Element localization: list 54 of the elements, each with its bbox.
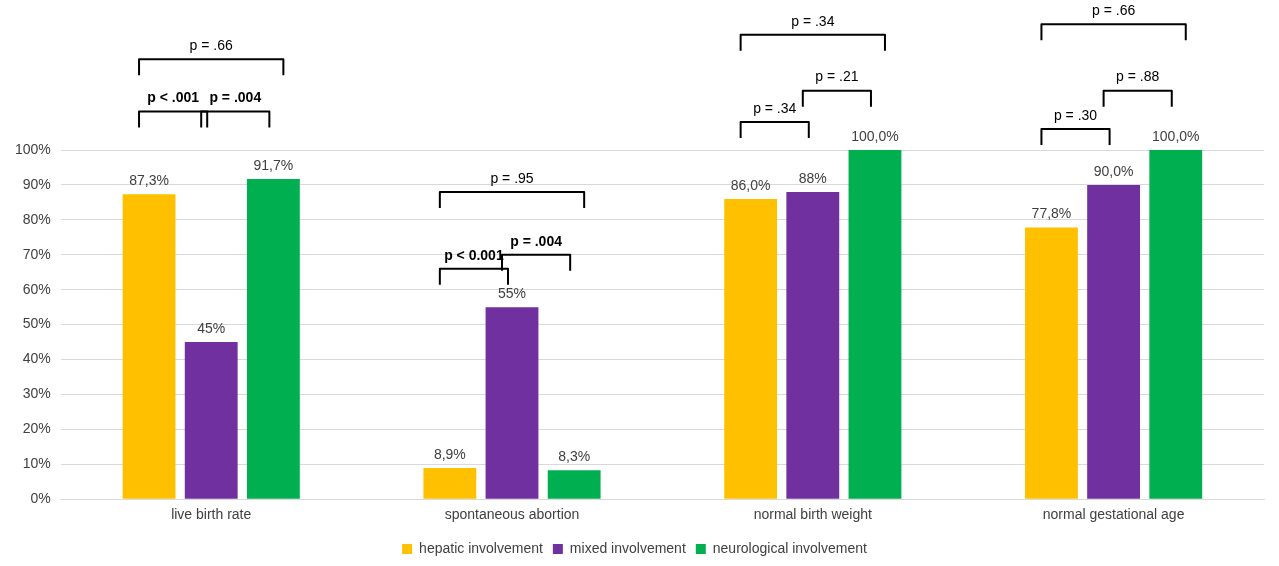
text: p = .34 [791, 12, 835, 29]
data-label: 8,9% [433, 445, 466, 462]
bar [246, 178, 300, 499]
y-tick-label: 80% [22, 210, 51, 227]
data-label: 87,3% [129, 172, 169, 189]
text: p = .66 [189, 37, 234, 54]
data-label: 45% [197, 319, 226, 336]
data-label: 8,3% [558, 448, 591, 465]
text: p = .21 [815, 68, 859, 85]
data-label: 55% [497, 285, 527, 301]
bar [184, 342, 238, 499]
legend-label: hepatic involvement [419, 539, 543, 556]
data-label: 88% [798, 169, 827, 186]
y-tick-label: 50% [22, 315, 51, 332]
y-tick-label: 20% [22, 420, 51, 437]
y-tick-label: 0% [30, 490, 51, 507]
data-label: 86,0% [730, 176, 771, 193]
bar [1087, 184, 1141, 499]
annotation: p < 0.001 [444, 246, 504, 263]
legend-label: neurological involvement [712, 539, 867, 556]
data-label: 90,0% [1093, 162, 1134, 179]
bar [423, 468, 477, 499]
bar [1149, 150, 1203, 499]
text: p = .88 [1116, 68, 1160, 85]
x-tick-label: spontaneous abortion [444, 506, 580, 523]
y-tick-label: 70% [22, 245, 51, 262]
data-label: 100,0% [851, 127, 899, 144]
bar [547, 470, 601, 499]
annotation: p = .95 [490, 169, 534, 186]
text: p = .66 [1092, 2, 1136, 19]
y-tick-label: 90% [22, 175, 51, 192]
y-tick-label: 100% [14, 140, 51, 157]
annotation: p = .004 [510, 232, 563, 249]
text: p = .34 [753, 99, 797, 116]
bar [724, 198, 778, 499]
x-tick-label: live birth rate [171, 506, 252, 523]
data-label: 100,0% [1152, 127, 1200, 144]
data-label: 91,7% [253, 156, 294, 173]
text: p < .001 [147, 89, 200, 106]
bar [1025, 227, 1078, 499]
bar [122, 194, 176, 499]
y-tick-label: 40% [22, 350, 51, 367]
x-tick-label: normal birth weight [753, 506, 873, 523]
y-tick-label: 10% [22, 455, 51, 472]
text: p = .004 [209, 89, 262, 106]
y-tick-label: 60% [22, 280, 51, 297]
data-label: 77,8% [1031, 205, 1072, 222]
legend-label: mixed involvement [569, 539, 686, 556]
x-tick-label: normal gestational age [1042, 506, 1185, 523]
bar [848, 150, 902, 499]
bar [786, 191, 840, 499]
text: p = .30 [1053, 106, 1098, 123]
y-tick-label: 30% [22, 385, 51, 402]
bar [485, 307, 539, 499]
